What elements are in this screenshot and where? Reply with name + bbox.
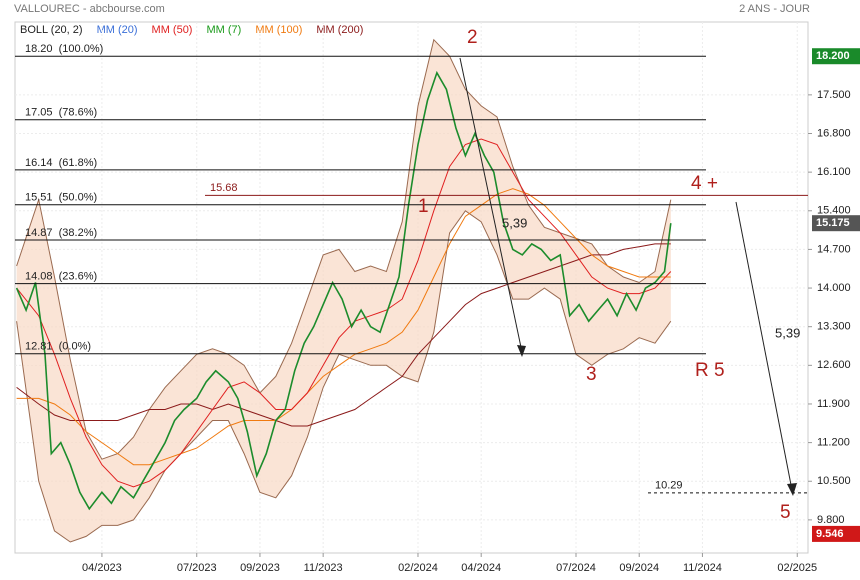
- fib-label: 18.20 (100.0%): [25, 43, 103, 55]
- grid: 17.500 16.800 16.100 15.400 14.700 14.000 13.3…: [15, 22, 851, 574]
- plot-frame: [14, 21, 809, 554]
- wave-label: 4 +: [691, 173, 718, 194]
- x-tick-label: 07/2024: [556, 562, 596, 574]
- overlay: 2 1 3 4 + R 5 5 5,39 5,39: [418, 27, 800, 523]
- y-tick-label: 9.800: [817, 514, 845, 526]
- wave-label: 2: [467, 27, 478, 48]
- wave-label: 1: [418, 196, 429, 217]
- arrowhead: [787, 483, 797, 496]
- x-tick-label: 02/2025: [777, 562, 817, 574]
- target-label: 10.29: [655, 480, 683, 492]
- legend-entry: BOLL (20, 2): [20, 24, 83, 36]
- y-tick-label: 14.000: [817, 282, 851, 294]
- fib-label: 14.08 (23.6%): [25, 271, 97, 283]
- series-line: [16, 188, 671, 466]
- y-tick-label: 16.100: [817, 166, 851, 178]
- length-label: 5,39: [775, 325, 800, 340]
- y-tick-label: 11.900: [817, 398, 850, 410]
- legend-entry: MM (200): [316, 24, 363, 36]
- plot: 18.20 (100.0%) 17.05 (78.6%) 16.14 (61.8%)…: [15, 38, 860, 543]
- y-tick-label: 12.600: [817, 359, 851, 371]
- x-tick-label: 11/2024: [683, 562, 722, 574]
- bollinger-fill: [16, 39, 671, 542]
- legend-entry: MM (20): [97, 24, 138, 36]
- series-line: [16, 243, 671, 427]
- x-tick-label: 02/2024: [398, 562, 438, 574]
- price-tag-label: 9.546: [816, 528, 844, 540]
- y-tick-label: 17.500: [817, 89, 851, 101]
- fib-label: 14.87 (38.2%): [25, 227, 97, 239]
- y-tick-label: 11.200: [817, 437, 850, 449]
- fib-label: 12.81 (0.0%): [25, 341, 91, 353]
- price-tag-label: 15.175: [816, 217, 850, 229]
- arrow-b: [735, 201, 793, 491]
- x-tick-label: 09/2023: [240, 562, 280, 574]
- y-tick-label: 14.700: [817, 243, 851, 255]
- x-tick-label: 07/2023: [177, 562, 217, 574]
- arrowhead: [517, 345, 526, 357]
- legend-entry: MM (50): [152, 24, 193, 36]
- price-tag: [812, 525, 860, 542]
- fib-label: 17.05 (78.6%): [25, 107, 97, 119]
- legend-entry: MM (7): [206, 24, 241, 36]
- legend-entry: MM (100): [255, 24, 302, 36]
- chart-title: VALLOUREC - abcbourse.com: [14, 3, 165, 15]
- y-tick-label: 13.300: [817, 321, 851, 333]
- wave-label: 5: [780, 502, 791, 523]
- arrow-a: [459, 57, 523, 353]
- wave-label: R 5: [695, 360, 725, 381]
- x-tick-label: 11/2023: [304, 562, 343, 574]
- x-tick-label: 04/2024: [461, 562, 501, 574]
- x-tick-label: 04/2023: [82, 562, 122, 574]
- legend: BOLL (20, 2) MM (20) MM (50) MM (7) MM (100)…: [20, 24, 363, 36]
- series-line: [15, 70, 672, 511]
- fib-label: 15.51 (50.0%): [25, 192, 97, 204]
- series-line: [16, 210, 672, 543]
- y-tick-label: 16.800: [817, 127, 851, 139]
- length-label: 5,39: [502, 215, 527, 230]
- y-tick-label: 10.500: [817, 475, 851, 487]
- wave-label: 3: [586, 364, 597, 385]
- price-tag-label: 18.200: [816, 50, 850, 62]
- price-tag: [812, 48, 860, 65]
- resistance-label: 15.68: [210, 182, 238, 194]
- fib-label: 16.14 (61.8%): [25, 157, 97, 169]
- y-tick-label: 15.400: [817, 205, 851, 217]
- series-line: [16, 138, 672, 488]
- price-tag: [812, 215, 860, 232]
- series-line: [16, 38, 672, 460]
- x-tick-label: 09/2024: [619, 562, 659, 574]
- chart-subtitle: 2 ANS - JOUR: [739, 3, 810, 15]
